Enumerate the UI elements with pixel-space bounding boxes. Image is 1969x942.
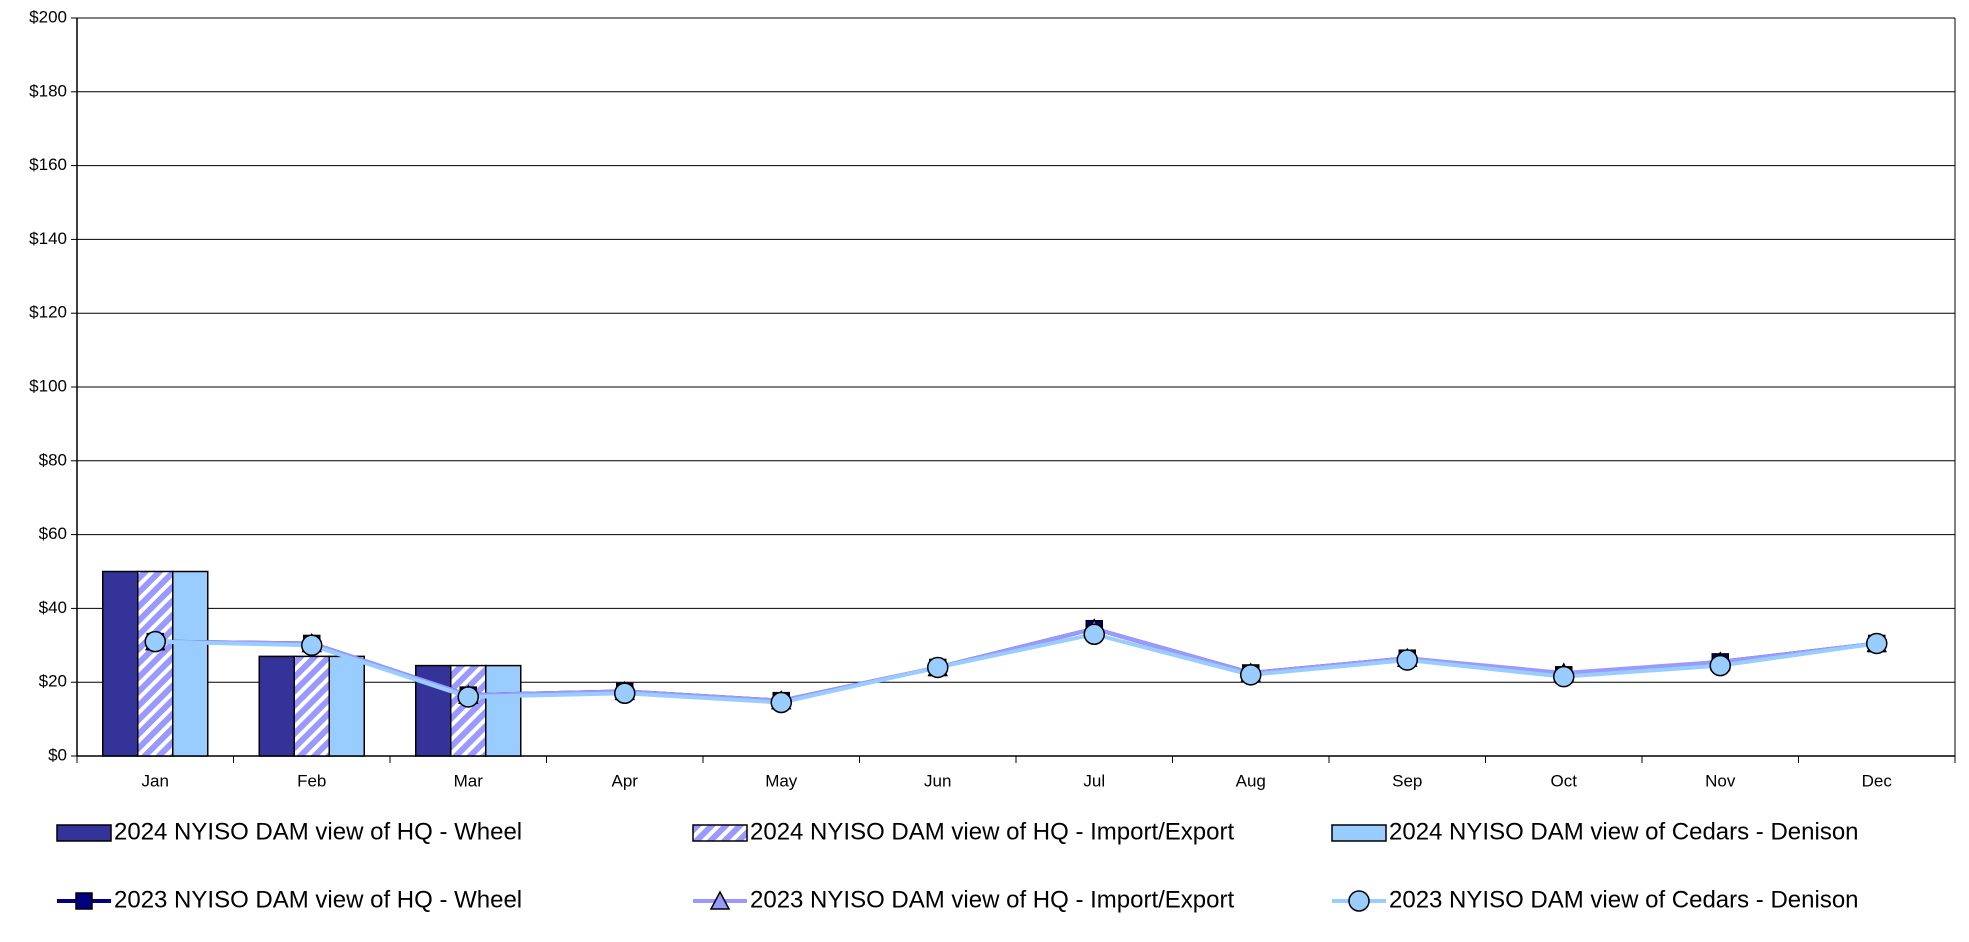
- x-tick-label: Dec: [1862, 771, 1893, 790]
- legend-swatch: [1331, 824, 1387, 842]
- legend-item: 2023 NYISO DAM view of Cedars - Denison: [1332, 886, 1859, 913]
- bar: [258, 655, 295, 757]
- x-tick-label: Apr: [612, 771, 639, 790]
- x-tick-label: Jun: [924, 771, 951, 790]
- y-tick-label: $100: [29, 376, 67, 395]
- legend-item: 2024 NYISO DAM view of Cedars - Denison: [1331, 818, 1859, 845]
- x-tick-label: Nov: [1705, 771, 1736, 790]
- y-tick-label: $180: [29, 81, 67, 100]
- bar: [328, 655, 365, 757]
- legend-item: 2024 NYISO DAM view of HQ - Wheel: [56, 818, 522, 845]
- y-tick-label: $120: [29, 303, 67, 322]
- x-tick-label: Jul: [1083, 771, 1105, 790]
- bar: [137, 570, 174, 757]
- x-tick-label: Mar: [454, 771, 484, 790]
- legend-label: 2024 NYISO DAM view of Cedars - Denison: [1389, 818, 1859, 845]
- y-tick-label: $80: [39, 450, 67, 469]
- legend-item: 2023 NYISO DAM view of HQ - Wheel: [57, 886, 522, 913]
- line-marker: [1396, 649, 1418, 671]
- legend-label: 2023 NYISO DAM view of HQ - Wheel: [114, 886, 522, 913]
- legend-label: 2023 NYISO DAM view of Cedars - Denison: [1389, 886, 1859, 913]
- y-tick-label: $160: [29, 155, 67, 174]
- y-tick-label: $20: [39, 672, 67, 691]
- line-marker: [1866, 632, 1888, 655]
- y-tick-label: $200: [29, 7, 67, 26]
- x-tick-label: Feb: [297, 771, 326, 790]
- legend-marker: [1348, 890, 1370, 912]
- legend-item: 2024 NYISO DAM view of HQ - Import/Expor…: [692, 818, 1234, 845]
- legend-item: 2023 NYISO DAM view of HQ - Import/Expor…: [693, 886, 1234, 913]
- line-marker: [927, 656, 949, 679]
- legend-marker: [75, 892, 93, 910]
- y-tick-label: $40: [39, 598, 67, 617]
- line-marker: [1553, 665, 1575, 688]
- line: [155, 632, 1878, 705]
- line-marker: [770, 691, 792, 714]
- legend-label: 2024 NYISO DAM view of HQ - Wheel: [114, 818, 522, 845]
- bar: [450, 664, 487, 757]
- x-tick-label: May: [765, 771, 798, 790]
- legend-marker: [709, 890, 731, 910]
- x-tick-label: Sep: [1392, 771, 1422, 790]
- line-marker: [457, 686, 479, 708]
- bar: [485, 664, 522, 757]
- bar: [102, 570, 139, 757]
- y-tick-label: $0: [48, 745, 67, 764]
- legend-swatch: [56, 824, 112, 842]
- x-tick-label: Aug: [1236, 771, 1266, 790]
- legend-swatch: [692, 824, 748, 842]
- y-tick-label: $140: [29, 229, 67, 248]
- y-tick-label: $60: [39, 524, 67, 543]
- line-marker: [1083, 623, 1105, 645]
- x-tick-label: Oct: [1551, 771, 1578, 790]
- line-marker: [1240, 664, 1262, 686]
- bar: [293, 655, 330, 757]
- line-marker: [614, 682, 636, 705]
- line-marker: [144, 630, 166, 653]
- line-marker: [301, 634, 323, 657]
- line-marker: [1709, 654, 1731, 677]
- x-tick-label: Jan: [142, 771, 169, 790]
- bar: [172, 570, 209, 757]
- legend-label: 2023 NYISO DAM view of HQ - Import/Expor…: [750, 886, 1234, 913]
- legend-label: 2024 NYISO DAM view of HQ - Import/Expor…: [750, 818, 1234, 845]
